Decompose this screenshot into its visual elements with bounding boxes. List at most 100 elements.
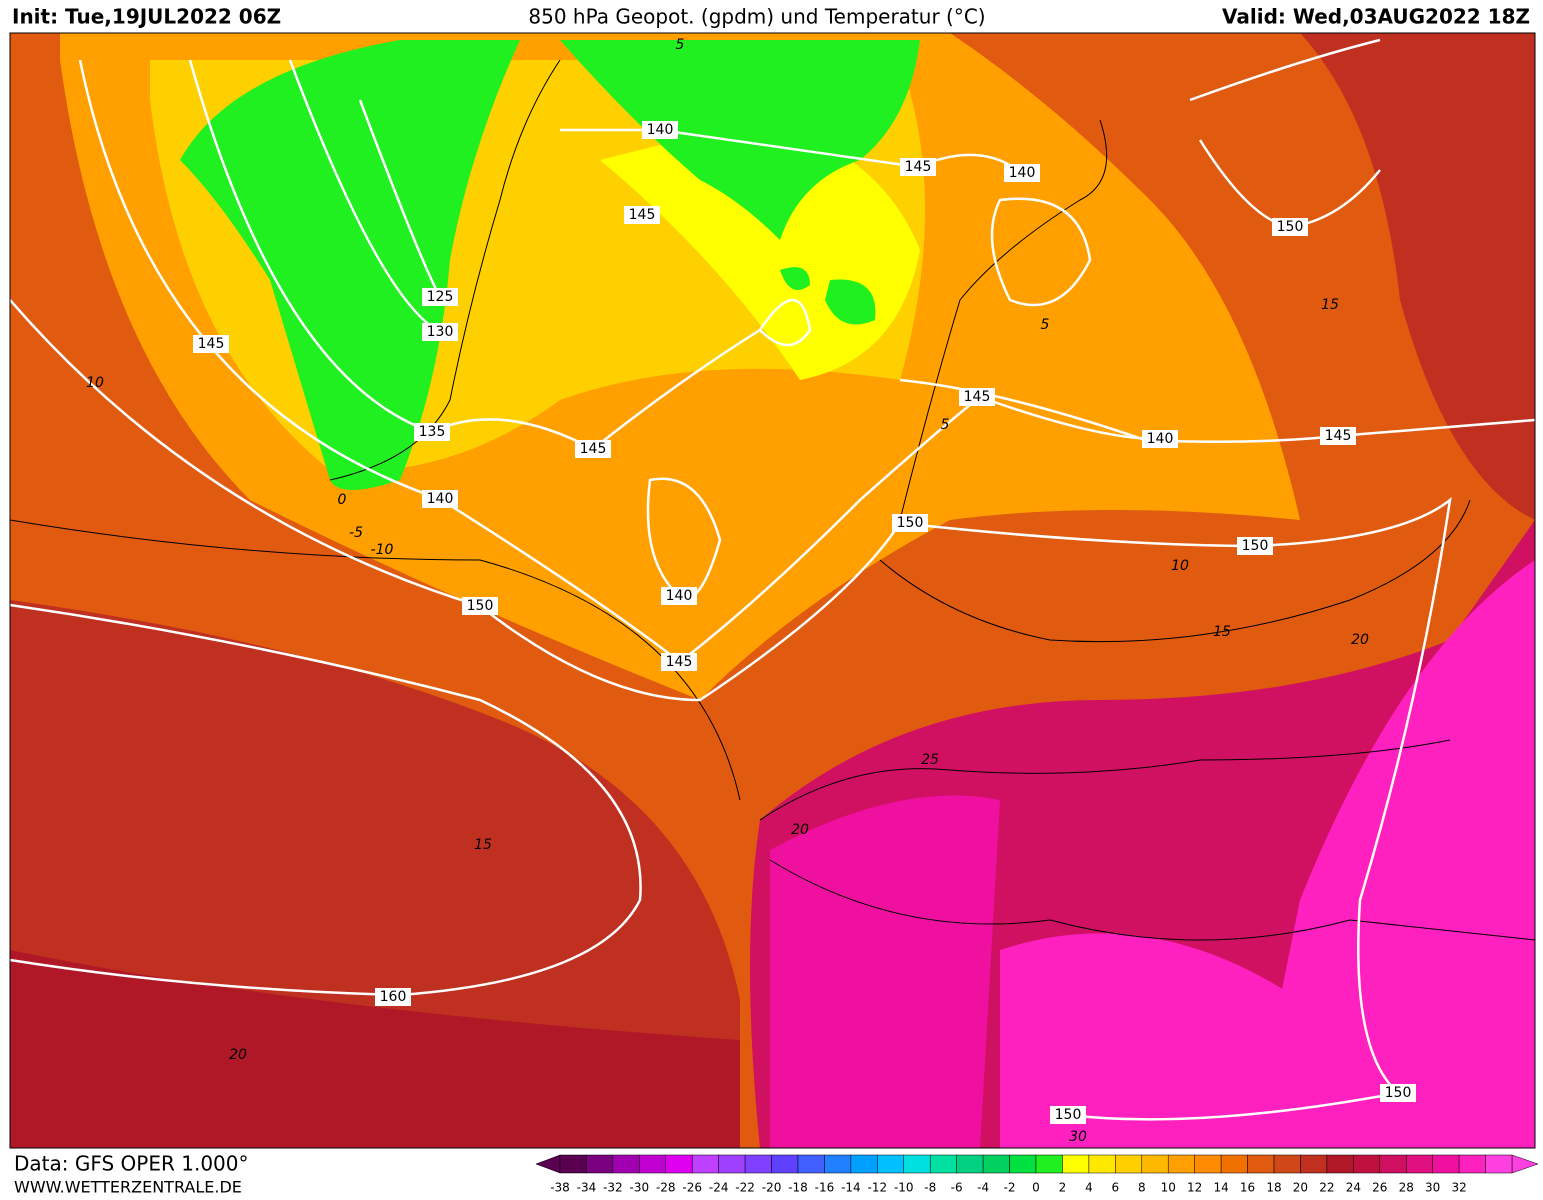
label-box [1142, 430, 1178, 448]
colorbar-swatch [744, 1154, 772, 1174]
data-source: Data: GFS OPER 1.000° [14, 1152, 249, 1176]
colorbar-swatch [586, 1154, 614, 1174]
colorbar-label: -24 [709, 1181, 729, 1195]
colorbar-swatch [850, 1154, 878, 1174]
colorbar-label: 20 [1293, 1181, 1308, 1195]
temperature-label: 10 [1171, 558, 1189, 574]
geopotential-label: 145 [198, 336, 225, 352]
label-box [414, 423, 450, 441]
init-time: Init: Tue,19JUL2022 06Z [12, 5, 281, 29]
colorbar-swatch [1485, 1154, 1513, 1174]
label-box [661, 587, 697, 605]
geopotential-label: 140 [1009, 165, 1036, 181]
colorbar-swatch [612, 1154, 640, 1174]
colorbar-swatch [956, 1154, 984, 1174]
geopotential-label: 145 [629, 207, 656, 223]
colorbar-swatch [1115, 1154, 1143, 1174]
colorbar-label: 8 [1138, 1181, 1146, 1195]
temperature-label: -5 [349, 525, 363, 541]
colorbar-label: -26 [682, 1181, 702, 1195]
geopotential-label: 145 [964, 389, 991, 405]
colorbar-swatch [797, 1154, 825, 1174]
label-box [661, 653, 697, 671]
map-title: 850 hPa Geopot. (gpdm) und Temperatur (°… [528, 5, 985, 29]
geopotential-label: 150 [467, 598, 494, 614]
label-box [642, 121, 678, 139]
colorbar-swatch [1273, 1154, 1301, 1174]
colorbar-label: 24 [1346, 1181, 1361, 1195]
colorbar-label: 14 [1213, 1181, 1228, 1195]
colorbar-label: -6 [951, 1181, 963, 1195]
geopotential-label: 140 [666, 588, 693, 604]
colorbar-label: -30 [630, 1181, 650, 1195]
label-box [1272, 218, 1308, 236]
colorbar-label: 22 [1319, 1181, 1334, 1195]
colorbar-label: 26 [1372, 1181, 1387, 1195]
label-box [422, 323, 458, 341]
temperature-label: 25 [921, 752, 939, 768]
temperature-label: 5 [676, 37, 685, 53]
colorbar-label: 6 [1112, 1181, 1120, 1195]
label-box [1237, 537, 1273, 555]
label-box [1380, 1084, 1416, 1102]
colorbar-label: 10 [1161, 1181, 1176, 1195]
temperature-label: 15 [1213, 624, 1231, 640]
colorbar-swatch [824, 1154, 852, 1174]
colorbar-label: 2 [1059, 1181, 1067, 1195]
temperature-label: 10 [86, 375, 104, 391]
colorbar-swatch [639, 1154, 667, 1174]
label-box [892, 514, 928, 532]
colorbar-swatch [1062, 1154, 1090, 1174]
temperature-label: 15 [474, 837, 492, 853]
geopotential-label: 150 [1242, 538, 1269, 554]
label-box [375, 988, 411, 1006]
site-url: WWW.WETTERZENTRALE.DE [14, 1178, 242, 1197]
temperature-label: 15 [1321, 297, 1339, 313]
temperature-label: 5 [941, 417, 950, 433]
label-box [1320, 427, 1356, 445]
colorbar-label: 18 [1266, 1181, 1281, 1195]
label-box [959, 388, 995, 406]
geopotential-label: 125 [427, 289, 454, 305]
colorbar-label: -14 [841, 1181, 861, 1195]
label-box [575, 440, 611, 458]
colorbar-label: -10 [894, 1181, 914, 1195]
label-box [422, 490, 458, 508]
geopotential-label: 160 [380, 989, 407, 1005]
colorbar-swatch [1379, 1154, 1407, 1174]
colorbar-label: -38 [550, 1181, 570, 1195]
colorbar-label: -16 [815, 1181, 835, 1195]
geopotential-label: 150 [1055, 1107, 1082, 1123]
colorbar-swatch [903, 1154, 931, 1174]
colorbar-label: 30 [1425, 1181, 1440, 1195]
temperature-label: 20 [229, 1047, 247, 1063]
colorbar-label: -34 [577, 1181, 597, 1195]
temperature-label: 20 [791, 822, 809, 838]
geopotential-label: 150 [1385, 1085, 1412, 1101]
colorbar-swatch [1141, 1154, 1169, 1174]
temperature-label: 20 [1351, 632, 1369, 648]
colorbar-label: 16 [1240, 1181, 1255, 1195]
colorbar-label: -8 [924, 1181, 936, 1195]
label-box [1004, 164, 1040, 182]
colorbar-label: -2 [1004, 1181, 1016, 1195]
colorbar-label: -22 [735, 1181, 755, 1195]
colorbar-swatch [1088, 1154, 1116, 1174]
label-box [1050, 1106, 1086, 1124]
colorbar-label: -20 [762, 1181, 782, 1195]
colorbar-swatch [1458, 1154, 1486, 1174]
valid-time: Valid: Wed,03AUG2022 18Z [1222, 5, 1530, 29]
colorbar-swatch [1353, 1154, 1381, 1174]
colorbar-label: -12 [868, 1181, 888, 1195]
colorbar-swatch [665, 1154, 693, 1174]
label-box [624, 206, 660, 224]
colorbar-swatch [559, 1154, 587, 1174]
colorbar-swatch [771, 1154, 799, 1174]
label-box [462, 597, 498, 615]
colorbar-swatch [691, 1154, 719, 1174]
geopotential-label: 135 [419, 424, 446, 440]
geopotential-label: 130 [427, 324, 454, 340]
